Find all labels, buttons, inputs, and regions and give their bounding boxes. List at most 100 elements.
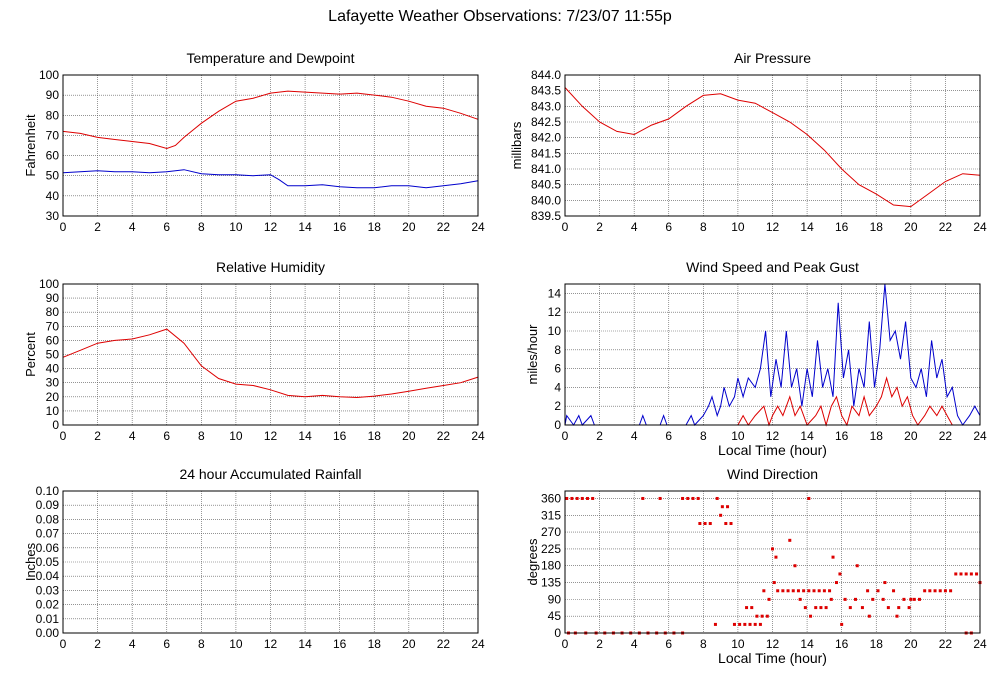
y-tick-label: 844.0 (531, 68, 561, 82)
y-tick-label: 0.10 (36, 484, 60, 498)
x-tick-label: 6 (163, 220, 170, 234)
x-tick-label: 6 (665, 637, 672, 651)
data-point (954, 572, 958, 576)
y-axis-label: Inches (23, 542, 38, 581)
data-point (719, 513, 723, 517)
x-tick-label: 4 (129, 429, 136, 443)
y-tick-label: 839.5 (531, 209, 561, 223)
y-axis-label: millibars (509, 121, 524, 169)
series-line-1 (62, 169, 479, 189)
y-tick-label: 840.0 (531, 193, 561, 207)
data-point (696, 496, 700, 500)
y-tick-label: 225 (541, 542, 561, 556)
x-tick-label: 0 (60, 429, 67, 443)
gridlines (63, 284, 478, 425)
x-tick-label: 6 (163, 637, 170, 651)
page-title: Lafayette Weather Observations: 7/23/07 … (328, 8, 672, 25)
y-tick-label: 8 (554, 343, 561, 357)
y-tick-label: 50 (46, 169, 60, 183)
x-tick-label: 14 (800, 637, 814, 651)
y-tick-label: 30 (46, 209, 60, 223)
data-point (715, 496, 719, 500)
x-tick-label: 22 (437, 220, 451, 234)
y-tick-label: 0 (52, 418, 59, 432)
x-tick-label: 6 (665, 220, 672, 234)
y-axis-label: Percent (23, 332, 38, 377)
y-axis-label: miles/hour (525, 324, 540, 385)
y-axis-label: Fahrenheit (23, 114, 38, 177)
y-axis-label: degrees (525, 538, 540, 585)
y-tick-label: 80 (46, 108, 60, 122)
data-point (866, 589, 870, 593)
data-point (585, 496, 589, 500)
x-tick-label: 8 (198, 637, 205, 651)
series-line-0 (62, 328, 479, 399)
data-point (807, 496, 811, 500)
chart-title: Wind Speed and Peak Gust (686, 259, 859, 275)
y-tick-label: 10 (46, 404, 60, 418)
x-tick-label: 8 (700, 637, 707, 651)
data-point (786, 589, 790, 593)
y-tick-label: 14 (548, 286, 562, 300)
y-tick-label: 0.08 (36, 512, 60, 526)
data-point (774, 555, 778, 559)
y-tick-label: 6 (554, 362, 561, 376)
data-point (732, 622, 736, 626)
y-tick-label: 0.05 (36, 555, 60, 569)
data-point (748, 622, 752, 626)
data-point (892, 589, 896, 593)
x-tick-label: 10 (229, 429, 243, 443)
data-point (895, 614, 899, 618)
x-tick-label: 12 (264, 429, 278, 443)
data-point (840, 622, 844, 626)
y-tick-label: 0.01 (36, 612, 60, 626)
data-point (738, 622, 742, 626)
data-point (796, 589, 800, 593)
y-tick-label: 0 (554, 626, 561, 640)
data-point (788, 538, 792, 542)
y-tick-label: 4 (554, 380, 561, 394)
x-tick-label: 24 (471, 220, 485, 234)
x-tick-label: 10 (731, 220, 745, 234)
gridlines (565, 284, 980, 425)
data-point (867, 614, 871, 618)
y-tick-label: 0.00 (36, 626, 60, 640)
y-tick-label: 0 (554, 418, 561, 432)
x-tick-label: 14 (800, 429, 814, 443)
x-tick-label: 2 (596, 429, 603, 443)
data-point (760, 614, 764, 618)
data-point (876, 589, 880, 593)
y-tick-label: 70 (46, 319, 60, 333)
data-point (854, 597, 857, 601)
y-tick-label: 180 (541, 559, 561, 573)
data-point (881, 597, 885, 601)
y-tick-label: 80 (46, 305, 60, 319)
y-tick-label: 100 (39, 277, 59, 291)
data-point (822, 589, 826, 593)
x-tick-label: 22 (939, 220, 953, 234)
y-tick-label: 12 (548, 305, 562, 319)
x-tick-label: 18 (870, 637, 884, 651)
data-point (807, 589, 811, 593)
x-tick-label: 16 (835, 220, 849, 234)
chart-title: Wind Direction (727, 466, 818, 482)
data-point (791, 589, 795, 593)
chart-title: Relative Humidity (216, 259, 325, 275)
x-axis-label: Local Time (hour) (718, 442, 827, 458)
x-tick-label: 14 (298, 220, 312, 234)
data-point (570, 496, 574, 500)
data-point (814, 606, 818, 610)
y-tick-label: 60 (46, 333, 60, 347)
y-tick-label: 20 (46, 390, 60, 404)
x-tick-label: 8 (700, 220, 707, 234)
y-tick-label: 0.04 (36, 569, 60, 583)
y-tick-label: 0.09 (36, 498, 60, 512)
chart-title: 24 hour Accumulated Rainfall (179, 466, 361, 482)
data-point (812, 589, 816, 593)
data-point (765, 614, 769, 618)
